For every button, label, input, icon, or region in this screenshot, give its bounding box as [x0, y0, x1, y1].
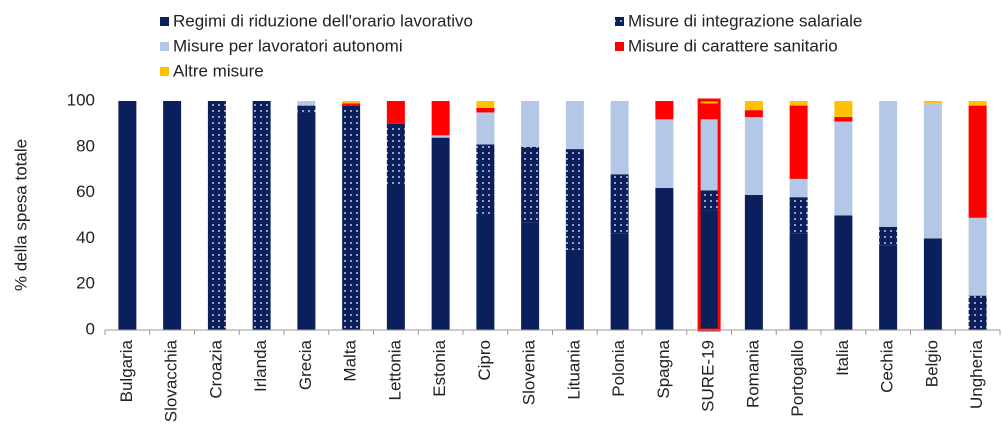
bar-segment: [789, 105, 808, 179]
x-tick-label: Ungheria: [967, 339, 986, 409]
bar-segment: [297, 112, 316, 330]
legend-label: Altre misure: [173, 61, 264, 80]
bar-segment: [834, 215, 853, 330]
bar-segment: [163, 101, 182, 330]
bar-segment: [700, 210, 719, 330]
bar-segment: [431, 101, 450, 136]
x-tick-label: Italia: [833, 339, 852, 375]
bar-segment: [476, 107, 495, 113]
x-tick-label: Cechia: [878, 339, 897, 392]
y-tick-label: 80: [76, 136, 95, 155]
bar-segment: [118, 101, 137, 330]
legend-label: Regimi di riduzione dell'orario lavorati…: [173, 11, 473, 30]
bar-segment: [386, 101, 405, 124]
bar-segment: [968, 295, 987, 330]
bar-segment: [521, 101, 540, 147]
bar-segment: [342, 105, 361, 330]
bar-segment: [342, 101, 361, 104]
bar-segment: [789, 233, 808, 330]
bar-segment: [431, 137, 450, 330]
y-axis-title: % della spesa totale: [11, 139, 30, 291]
bar-segment: [431, 135, 450, 138]
legend-swatch: [160, 42, 169, 51]
y-tick-label: 20: [76, 274, 95, 293]
x-tick-label: Bulgaria: [117, 339, 136, 402]
x-tick-label: Lituania: [564, 339, 583, 399]
x-tick-label: Lettonia: [385, 339, 404, 400]
bar-segment: [834, 117, 853, 122]
x-tick-label: Irlanda: [251, 339, 270, 392]
bar-segment: [476, 215, 495, 330]
bar-segment: [789, 178, 808, 198]
legend-swatch: [160, 67, 169, 76]
bar-segment: [297, 105, 316, 113]
bar-segment: [252, 101, 271, 330]
bar-segment: [565, 249, 584, 330]
bar-segment: [744, 194, 763, 330]
bar-segment: [789, 197, 808, 234]
legend-label: Misure per lavoratori autonomi: [173, 36, 403, 55]
x-tick-label: Slovenia: [520, 339, 539, 405]
bar-segment: [521, 146, 540, 223]
bar-segment: [834, 101, 853, 118]
y-tick-label: 40: [76, 228, 95, 247]
bar-segment: [565, 101, 584, 150]
bar-segment: [476, 144, 495, 216]
bar-segment: [744, 101, 763, 111]
y-tick-label: 60: [76, 182, 95, 201]
bar-segment: [789, 101, 808, 106]
y-tick-label: 0: [86, 319, 95, 338]
x-tick-label: Spagna: [654, 339, 673, 398]
x-tick-label: Cipro: [475, 340, 494, 381]
bar-segment: [655, 101, 674, 120]
legend-swatch: [160, 17, 169, 26]
bar-segment: [521, 222, 540, 330]
x-tick-label: Malta: [341, 339, 360, 381]
bar-segment: [700, 101, 719, 104]
bar-segment: [879, 226, 898, 246]
bar-segment: [476, 112, 495, 145]
bar-segment: [342, 103, 361, 106]
bar-segment: [476, 101, 495, 108]
bar-segment: [610, 174, 629, 234]
x-tick-label: Belgio: [922, 340, 941, 387]
bar-segment: [744, 110, 763, 118]
bar-segment: [923, 238, 942, 330]
bar-segment: [655, 119, 674, 189]
legend-swatch: [615, 17, 624, 26]
x-tick-label: Romania: [743, 339, 762, 408]
bar-segment: [297, 101, 316, 106]
bar-segment: [700, 103, 719, 120]
x-tick-label: Polonia: [609, 339, 628, 396]
bar-segment: [968, 105, 987, 218]
y-tick-label: 100: [67, 90, 95, 109]
bar-segment: [923, 103, 942, 239]
bar-segment: [744, 117, 763, 195]
x-tick-label: Portogallo: [788, 340, 807, 417]
x-tick-label: Grecia: [296, 339, 315, 390]
bar-segment: [968, 101, 987, 106]
legend-label: Misure di integrazione salariale: [628, 11, 862, 30]
bar-segment: [879, 101, 898, 227]
legend-swatch: [615, 42, 624, 51]
bar-segment: [386, 123, 405, 189]
bar-segment: [968, 217, 987, 296]
bar-segment: [207, 101, 226, 330]
x-tick-label: SURE-19: [699, 340, 718, 412]
bar-segment: [879, 245, 898, 330]
bar-segment: [834, 121, 853, 216]
x-tick-label: Croazia: [206, 339, 225, 398]
bar-segment: [655, 188, 674, 330]
bar-segment: [610, 101, 629, 175]
legend-label: Misure di carattere sanitario: [628, 36, 838, 55]
bar-segment: [700, 119, 719, 191]
bar-segment: [700, 190, 719, 211]
bar-segment: [386, 188, 405, 330]
bar-segment: [610, 233, 629, 330]
bar-segment: [923, 101, 942, 104]
x-tick-label: Estonia: [430, 339, 449, 396]
bar-segment: [565, 149, 584, 250]
x-tick-label: Slovacchia: [162, 339, 181, 422]
